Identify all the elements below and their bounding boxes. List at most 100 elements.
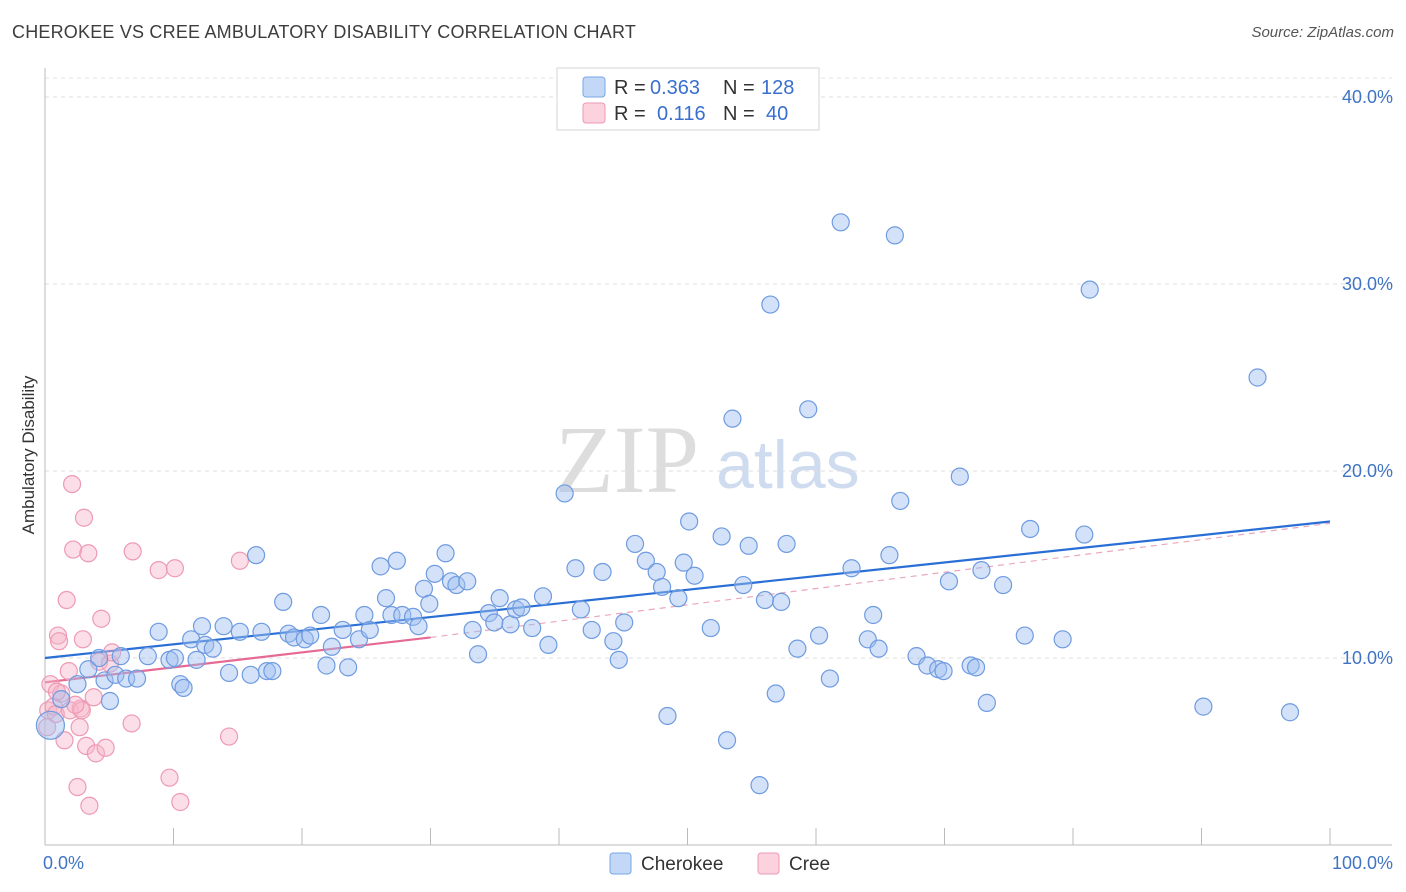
y-tick-label-10: 10.0%: [1342, 648, 1393, 668]
cree-point: [171, 792, 190, 812]
cherokee-point: [100, 691, 120, 711]
cherokee-point: [1194, 697, 1213, 716]
cherokee-point: [79, 660, 98, 679]
chart-title: CHEROKEE VS CREE AMBULATORY DISABILITY C…: [12, 22, 637, 42]
cree-point: [77, 736, 96, 755]
cherokee-point: [533, 587, 553, 606]
cherokee-point: [165, 648, 185, 668]
cree-point: [84, 688, 103, 707]
cherokee-point: [490, 589, 509, 608]
cree-point: [48, 626, 68, 645]
watermark-zip: ZIP: [555, 406, 699, 513]
cherokee-point: [994, 575, 1013, 595]
cherokee-point: [755, 590, 775, 610]
watermark: ZIP atlas: [555, 406, 860, 513]
cherokee-point: [723, 409, 742, 428]
cherokee-point: [772, 592, 791, 612]
cherokee-point: [274, 592, 293, 612]
cree-point: [96, 738, 115, 757]
cherokee-point: [571, 600, 590, 619]
cherokee-point: [977, 693, 996, 712]
cherokee-point: [463, 620, 482, 640]
cherokee-point: [68, 675, 87, 694]
cree-point: [165, 559, 185, 578]
cherokee-point: [891, 491, 910, 511]
cherokee-point: [972, 561, 991, 580]
cherokee-point: [1053, 630, 1072, 649]
cherokee-point: [387, 551, 406, 570]
axes: [44, 68, 1392, 846]
cherokee-point: [111, 647, 130, 666]
cherokee-point: [864, 605, 883, 625]
cherokee-point: [555, 484, 574, 503]
cherokee-point: [1075, 525, 1094, 544]
cherokee-point: [468, 645, 488, 664]
x-tick-label-0: 0.0%: [43, 853, 84, 873]
cherokee-point: [149, 622, 168, 641]
cherokee-point: [371, 557, 390, 576]
cherokee-point: [458, 572, 477, 591]
legend-n-value-cree: 40: [766, 103, 788, 125]
cherokee-point: [420, 594, 439, 613]
cherokee-point: [820, 669, 839, 688]
cherokee-point: [799, 400, 818, 419]
cree-point: [38, 718, 57, 737]
cree-point: [62, 474, 82, 494]
cherokee-point: [701, 618, 720, 638]
cherokee-point: [636, 551, 655, 570]
cherokee-trend-line: [44, 520, 1331, 660]
cherokee-point: [52, 690, 71, 709]
cree-point: [64, 540, 83, 559]
cherokee-point: [339, 658, 358, 677]
cherokee-point: [658, 706, 677, 726]
cherokee-point: [409, 617, 428, 636]
y-tick-label-20: 20.0%: [1342, 461, 1393, 481]
grid-lines: [45, 77, 1392, 659]
legend-swatch-cree: [582, 102, 606, 124]
cherokee-point: [1080, 280, 1099, 299]
cree-point: [219, 727, 239, 746]
cherokee-point: [95, 671, 114, 690]
cherokee-point: [252, 622, 271, 641]
cherokee-point: [138, 647, 157, 666]
cree-point: [74, 508, 94, 527]
cree-point: [73, 630, 92, 649]
legend-top: R = 0.363 N = 128 R = 0.116 N = 40: [556, 67, 820, 131]
cherokee-point: [447, 575, 466, 595]
bottom-legend-label-cherokee: Cherokee: [641, 854, 723, 875]
cherokee-point: [106, 665, 125, 684]
y-axis-title: Ambulatory Disability: [19, 375, 38, 534]
chart-source: Source: ZipAtlas.com: [1251, 24, 1394, 41]
cherokee-point: [485, 613, 504, 632]
legend-n-value-cherokee: 128: [761, 77, 794, 99]
cherokee-point: [187, 650, 206, 669]
cherokee-point: [90, 648, 109, 668]
cherokee-point: [317, 656, 336, 675]
cherokee-point: [717, 731, 737, 750]
cherokee-point: [376, 589, 396, 608]
cherokee-point: [788, 639, 807, 658]
cree-point: [80, 796, 99, 815]
legend-r-label-cherokee: R =: [614, 77, 646, 99]
cherokee-point: [257, 661, 277, 681]
cherokee-point: [934, 661, 953, 681]
cherokee-point: [203, 639, 222, 658]
cherokee-point: [842, 559, 861, 578]
legend-r-label-cree: R =: [614, 103, 646, 125]
cherokee-point: [35, 710, 66, 740]
trend-lines: [44, 520, 1331, 684]
cherokee-point: [539, 635, 558, 655]
cherokee-point: [712, 527, 731, 546]
cree-point: [68, 777, 87, 797]
cherokee-point: [127, 669, 147, 688]
cherokee-point: [382, 605, 401, 625]
cherokee-point: [247, 546, 266, 565]
cherokee-point: [831, 213, 850, 232]
cherokee-point: [652, 577, 672, 597]
cherokee-point: [625, 534, 645, 554]
y-tick-label-40: 40.0%: [1342, 87, 1393, 107]
cherokee-point: [523, 618, 542, 638]
legend-r-value-cree: 0.116: [657, 103, 706, 125]
y-tick-label-30: 30.0%: [1342, 274, 1393, 294]
